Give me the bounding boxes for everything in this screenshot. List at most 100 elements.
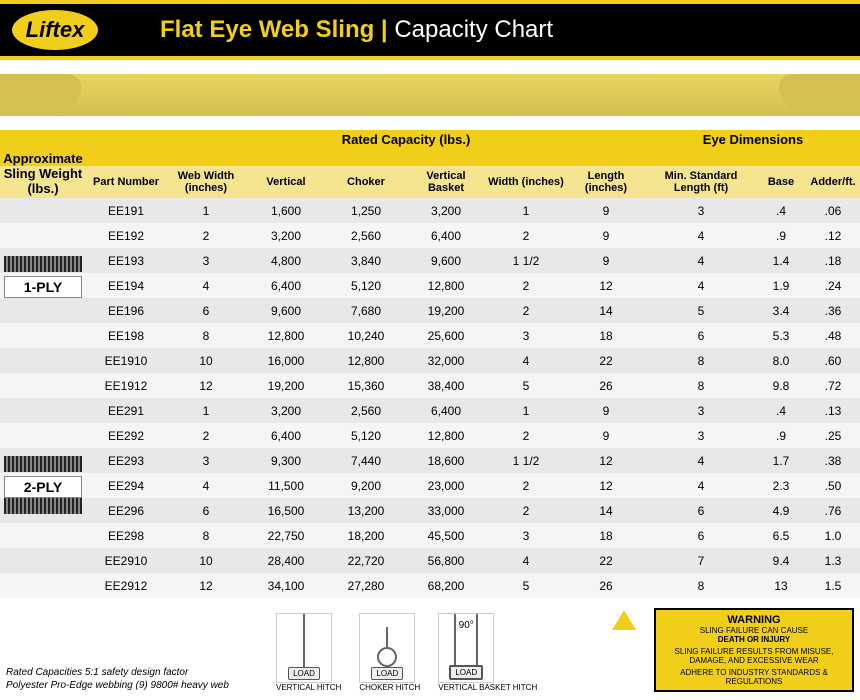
ply2-texture-top xyxy=(4,456,82,472)
table-row: EE29339,3007,44018,6001 1/21241.7.38 xyxy=(0,448,860,473)
cell: .06 xyxy=(806,198,860,223)
cell: EE1912 xyxy=(86,373,166,398)
warning-l3: SLING FAILURE RESULTS FROM MISUSE, DAMAG… xyxy=(660,647,848,665)
cell: 6,400 xyxy=(406,398,486,423)
col-minlen: Min. Standard Length (ft) xyxy=(646,166,756,198)
cell: .36 xyxy=(806,298,860,323)
cell: 3 xyxy=(166,248,246,273)
hitch-basket: 90° LOAD VERTICAL BASKET HITCH xyxy=(438,613,537,692)
cell: 3 xyxy=(486,323,566,348)
cell: 4 xyxy=(486,348,566,373)
cell: 23,000 xyxy=(406,473,486,498)
cell: EE193 xyxy=(86,248,166,273)
cell: EE194 xyxy=(86,273,166,298)
cell: 19,200 xyxy=(246,373,326,398)
footnote-2: Polyester Pro-Edge webbing (9) 9800# hea… xyxy=(6,679,266,692)
ply2-texture-bot xyxy=(4,498,82,514)
cell: .38 xyxy=(806,448,860,473)
warning-l4: ADHERE TO INDUSTRY STANDARDS & REGULATIO… xyxy=(660,668,848,686)
cell: 2 xyxy=(486,223,566,248)
col-base: Base xyxy=(756,166,806,198)
cell: 3,840 xyxy=(326,248,406,273)
cell: 16,500 xyxy=(246,498,326,523)
cell: 10 xyxy=(166,348,246,373)
cell: 3 xyxy=(646,198,756,223)
table-row: EE29121234,10027,28068,2005268131.5 xyxy=(0,573,860,598)
cell: 3 xyxy=(486,523,566,548)
cell: 8 xyxy=(646,573,756,598)
cell: 32,000 xyxy=(406,348,486,373)
cell: .24 xyxy=(806,273,860,298)
cell: 7 xyxy=(646,548,756,573)
cell: 12,800 xyxy=(326,348,406,373)
cell: 14 xyxy=(566,498,646,523)
title-sub: Capacity Chart xyxy=(394,16,553,43)
cell: 4 xyxy=(486,548,566,573)
page-title: Flat Eye Web Sling | Capacity Chart xyxy=(160,16,553,44)
cell: 5 xyxy=(646,298,756,323)
cell: .72 xyxy=(806,373,860,398)
cell: 1.0 xyxy=(806,523,860,548)
col-adder: Adder/ft. xyxy=(806,166,860,198)
cell: 6,400 xyxy=(246,273,326,298)
cell: 25,600 xyxy=(406,323,486,348)
cell: 6 xyxy=(646,498,756,523)
cell: .76 xyxy=(806,498,860,523)
cell: 9.8 xyxy=(756,373,806,398)
cell: 26 xyxy=(566,373,646,398)
cell: 4 xyxy=(646,448,756,473)
hitch-diagrams: LOAD VERTICAL HITCH LOAD CHOKER HITCH 90… xyxy=(276,613,537,692)
col-elength: Length (inches) xyxy=(566,166,646,198)
table-row: EE29226,4005,12012,800293.9.25 xyxy=(0,423,860,448)
group-header: Rated Capacity (lbs.) Eye Dimensions App… xyxy=(0,130,860,166)
cell: 4 xyxy=(646,248,756,273)
header-bar: Liftex Flat Eye Web Sling | Capacity Cha… xyxy=(0,0,860,60)
cell: 28,400 xyxy=(246,548,326,573)
cell: 1 xyxy=(166,198,246,223)
cell: 27,280 xyxy=(326,573,406,598)
cell: 18 xyxy=(566,323,646,348)
title-main: Flat Eye Web Sling xyxy=(160,16,374,43)
cell: 4 xyxy=(646,273,756,298)
warning-icon xyxy=(612,610,652,650)
cell: EE2910 xyxy=(86,548,166,573)
cell: 1 xyxy=(486,198,566,223)
cell: 6,400 xyxy=(406,223,486,248)
footer: Rated Capacities 5:1 safety design facto… xyxy=(6,608,854,692)
warning-l1: SLING FAILURE CAN CAUSE xyxy=(660,626,848,635)
cell: .25 xyxy=(806,423,860,448)
cell: 7,440 xyxy=(326,448,406,473)
cell: 1.5 xyxy=(806,573,860,598)
cell: 3 xyxy=(166,448,246,473)
cell: 4 xyxy=(166,273,246,298)
cell: 9,300 xyxy=(246,448,326,473)
col-choker: Choker xyxy=(326,166,406,198)
cell: 9 xyxy=(566,423,646,448)
cell: 2 xyxy=(486,298,566,323)
cell: 1,600 xyxy=(246,198,326,223)
cell: 1 xyxy=(166,398,246,423)
cell: 5 xyxy=(486,373,566,398)
cell: EE292 xyxy=(86,423,166,448)
col-basket: Vertical Basket xyxy=(406,166,486,198)
col-group-eye: Eye Dimensions xyxy=(646,130,860,149)
cell: 5,120 xyxy=(326,273,406,298)
cell: 8 xyxy=(646,348,756,373)
cell: 9,600 xyxy=(246,298,326,323)
cell: 7,680 xyxy=(326,298,406,323)
cell: 4,800 xyxy=(246,248,326,273)
table-row: EE29113,2002,5606,400193.4.13 xyxy=(0,398,860,423)
cell: 8 xyxy=(166,523,246,548)
cell: 18,600 xyxy=(406,448,486,473)
cell: 18,200 xyxy=(326,523,406,548)
cell: 12,800 xyxy=(406,423,486,448)
cell: 6 xyxy=(646,523,756,548)
cell: .18 xyxy=(806,248,860,273)
cell: 9,200 xyxy=(326,473,406,498)
cell: 2,560 xyxy=(326,398,406,423)
table-row: EE19334,8003,8409,6001 1/2941.4.18 xyxy=(0,248,860,273)
cell: 1 1/2 xyxy=(486,448,566,473)
table-body: 1-PLY 2-PLY EE19111,6001,2503,200193.4.0… xyxy=(0,198,860,598)
cell: EE2912 xyxy=(86,573,166,598)
cell: 22,750 xyxy=(246,523,326,548)
